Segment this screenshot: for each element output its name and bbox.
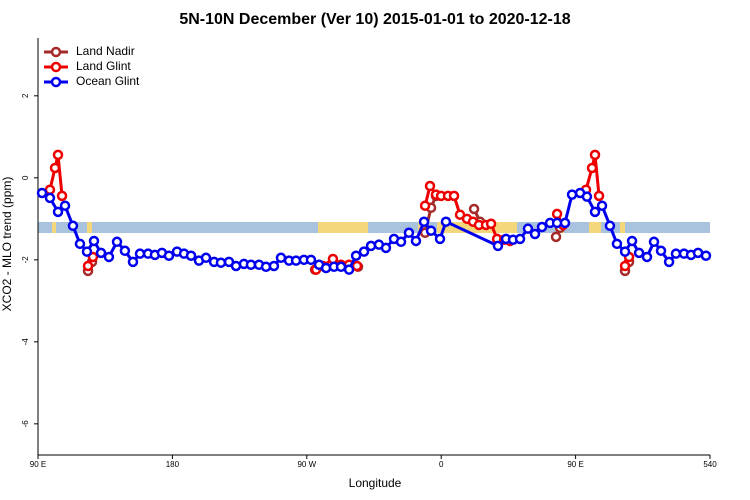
x-tick-label: 90 E xyxy=(567,460,583,469)
point xyxy=(593,190,605,202)
point xyxy=(586,162,598,174)
point xyxy=(103,251,115,263)
point xyxy=(49,162,61,174)
point xyxy=(395,236,407,248)
point xyxy=(95,247,107,259)
point xyxy=(111,236,123,248)
point xyxy=(56,190,68,202)
point xyxy=(320,262,332,274)
point xyxy=(425,225,437,236)
point xyxy=(88,235,100,247)
legend-label: Ocean Glint xyxy=(76,74,140,88)
series xyxy=(44,149,635,275)
point xyxy=(424,180,436,192)
point xyxy=(275,252,287,264)
point xyxy=(67,220,79,232)
point xyxy=(589,149,601,161)
point xyxy=(581,191,593,202)
point xyxy=(350,250,362,261)
point xyxy=(351,260,363,272)
point xyxy=(604,220,616,232)
point xyxy=(185,250,197,261)
point xyxy=(550,231,562,243)
point xyxy=(44,192,56,204)
point xyxy=(589,206,601,218)
point xyxy=(82,260,94,272)
x-tick-label: 90 E xyxy=(30,460,46,469)
point xyxy=(670,248,682,259)
point xyxy=(566,189,578,200)
point xyxy=(551,208,563,220)
y-tick-label: -2 xyxy=(21,256,30,264)
point xyxy=(700,250,712,261)
point xyxy=(81,246,93,257)
point xyxy=(655,245,667,257)
point xyxy=(448,190,460,202)
point xyxy=(52,149,64,161)
point xyxy=(74,238,86,250)
legend-label: Land Glint xyxy=(76,59,131,73)
point xyxy=(536,221,548,233)
point xyxy=(468,203,480,215)
point xyxy=(245,259,257,270)
point xyxy=(36,187,48,199)
point xyxy=(619,260,631,272)
point xyxy=(440,216,452,227)
point xyxy=(648,236,660,248)
y-tick-label: 0 xyxy=(21,175,30,180)
x-tick-label: 180 xyxy=(166,460,180,469)
point xyxy=(163,250,175,261)
point xyxy=(335,261,347,273)
point xyxy=(134,248,146,259)
point xyxy=(641,251,653,263)
y-tick-label: -4 xyxy=(21,338,30,346)
point xyxy=(626,235,638,247)
x-tick-label: 540 xyxy=(703,460,717,469)
point xyxy=(268,260,280,272)
legend-marker xyxy=(50,76,62,88)
legend-label: Land Nadir xyxy=(76,44,135,58)
point xyxy=(559,217,571,229)
point xyxy=(419,200,431,211)
point xyxy=(434,233,446,245)
point xyxy=(529,228,541,240)
y-tick-label: -6 xyxy=(21,420,30,428)
point xyxy=(52,206,64,218)
y-tick-label: 2 xyxy=(21,93,30,98)
series xyxy=(36,187,712,275)
point xyxy=(305,254,317,266)
point xyxy=(365,240,377,252)
point xyxy=(514,233,526,245)
point xyxy=(633,247,645,259)
y-axis-label: XCO2 - MLO trend (ppm) xyxy=(0,177,14,312)
point xyxy=(611,238,623,250)
point xyxy=(522,223,534,234)
point xyxy=(410,235,422,247)
point xyxy=(418,216,430,227)
point xyxy=(119,245,131,257)
x-tick-label: 90 W xyxy=(297,460,316,469)
point xyxy=(215,257,227,268)
point xyxy=(619,246,631,257)
point xyxy=(403,227,415,239)
point xyxy=(358,246,370,257)
point xyxy=(492,240,504,252)
point xyxy=(596,200,608,211)
legend-marker xyxy=(50,61,62,73)
point xyxy=(127,256,139,268)
point xyxy=(485,218,497,229)
point xyxy=(200,252,212,264)
point xyxy=(663,256,675,268)
x-axis-label: Longitude xyxy=(349,476,402,490)
x-tick-label: 0 xyxy=(439,460,444,469)
point xyxy=(343,264,355,275)
point xyxy=(380,242,392,254)
point xyxy=(59,200,71,211)
chart-title: 5N-10N December (Ver 10) 2015-01-01 to 2… xyxy=(179,11,570,28)
legend-marker xyxy=(50,46,62,58)
